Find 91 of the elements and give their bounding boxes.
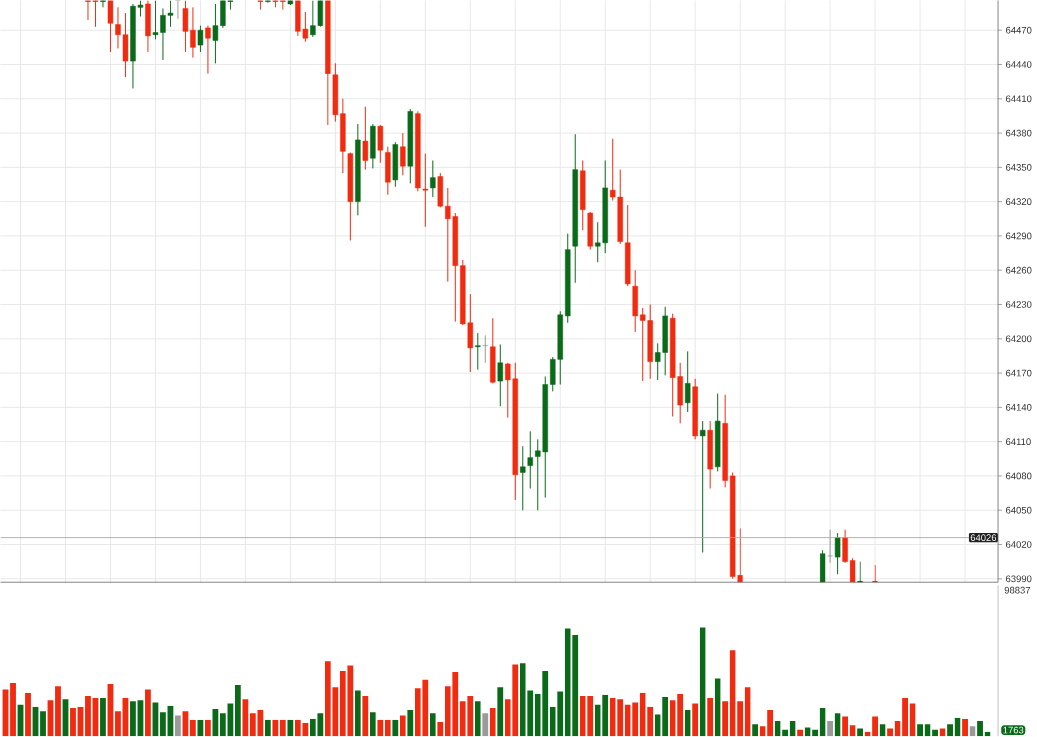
- y-tick-label: 64140: [1006, 404, 1032, 411]
- bar: [947, 724, 953, 737]
- bar: [527, 690, 534, 737]
- bar: [617, 699, 624, 737]
- text: 98837: [1004, 587, 1031, 594]
- bar: [932, 729, 938, 737]
- ref-line-label: 64026: [970, 534, 997, 542]
- candlestick: [684, 351, 691, 413]
- bar: [422, 679, 429, 737]
- bar: [287, 720, 294, 737]
- bar: [302, 723, 309, 737]
- candlestick: [857, 561, 863, 583]
- bar: [842, 716, 849, 737]
- bar: [242, 699, 249, 737]
- y-tick-label: 64350: [1006, 164, 1032, 171]
- candlestick: [834, 532, 841, 575]
- bar: [362, 696, 369, 737]
- bar: [542, 671, 549, 737]
- bar: [902, 698, 909, 737]
- candlestick: [302, 11, 309, 43]
- candlestick: [527, 431, 533, 490]
- y-tick-label: 64080: [1006, 472, 1032, 480]
- y-tick-label: 63990: [1006, 575, 1032, 583]
- bar: [317, 713, 324, 737]
- bar: [737, 701, 744, 737]
- candlestick: [197, 25, 204, 53]
- bar: [917, 724, 923, 737]
- bar: [332, 687, 339, 737]
- candlestick: [842, 529, 848, 564]
- y-tick-label: 64110: [1006, 438, 1031, 446]
- bar: [647, 707, 654, 737]
- bar: [767, 710, 774, 737]
- bar: [677, 693, 684, 737]
- bar: [977, 721, 983, 737]
- bar: [407, 710, 414, 737]
- bar: [812, 729, 819, 737]
- bar: [707, 698, 714, 737]
- bar: [257, 710, 264, 737]
- bar: [557, 691, 564, 737]
- candlestick: [497, 344, 503, 407]
- candlestick: [699, 420, 706, 554]
- bar: [602, 695, 609, 737]
- bar: [467, 696, 474, 737]
- bar: [512, 664, 519, 737]
- y-tick-label: 64320: [1006, 198, 1032, 206]
- y-tick-label: 64230: [1006, 301, 1032, 309]
- y-tick-label: 64380: [1006, 129, 1032, 137]
- candlestick: [205, 25, 211, 75]
- candlestick: [362, 106, 369, 171]
- bar: [872, 716, 879, 737]
- bar: [782, 729, 789, 737]
- bar: [212, 709, 219, 737]
- y-tick-label: 64050: [1006, 507, 1032, 514]
- bar: [572, 635, 579, 737]
- bar: [377, 720, 384, 737]
- bar: [827, 721, 834, 737]
- bar: [962, 718, 968, 737]
- bar: [662, 697, 669, 737]
- bar: [227, 703, 234, 737]
- bar: [632, 702, 639, 737]
- bar: [272, 720, 279, 737]
- bar: [692, 703, 699, 737]
- bar: [587, 696, 594, 737]
- bar: [437, 722, 444, 737]
- bar: [452, 672, 459, 737]
- y-tick-label: 64470: [1006, 27, 1032, 34]
- y-tick-label: 64170: [1006, 369, 1032, 377]
- bar: [887, 728, 894, 737]
- candlestick: [520, 445, 526, 511]
- candlestick: [849, 557, 856, 583]
- candlestick: [430, 160, 436, 198]
- bar: [482, 713, 489, 737]
- bar: [392, 720, 399, 737]
- candlestick: [400, 132, 406, 177]
- bar: [347, 665, 354, 737]
- text: 1763: [1003, 726, 1024, 734]
- y-tick-label: 64260: [1006, 267, 1032, 274]
- y-tick-label: 64290: [1006, 232, 1032, 240]
- y-tick-label: 64440: [1006, 61, 1032, 69]
- y-tick-label: 64410: [1006, 95, 1032, 103]
- bar: [752, 724, 759, 737]
- bar: [722, 701, 729, 737]
- y-tick-label: 64200: [1006, 335, 1032, 343]
- candlestick: [377, 124, 384, 164]
- candlestick: [482, 335, 489, 364]
- bar: [497, 687, 504, 737]
- candlestick: [827, 529, 833, 564]
- candlestick: [475, 332, 481, 371]
- bar: [797, 729, 804, 737]
- bar: [857, 728, 864, 737]
- y-tick-label: 64020: [1006, 541, 1032, 549]
